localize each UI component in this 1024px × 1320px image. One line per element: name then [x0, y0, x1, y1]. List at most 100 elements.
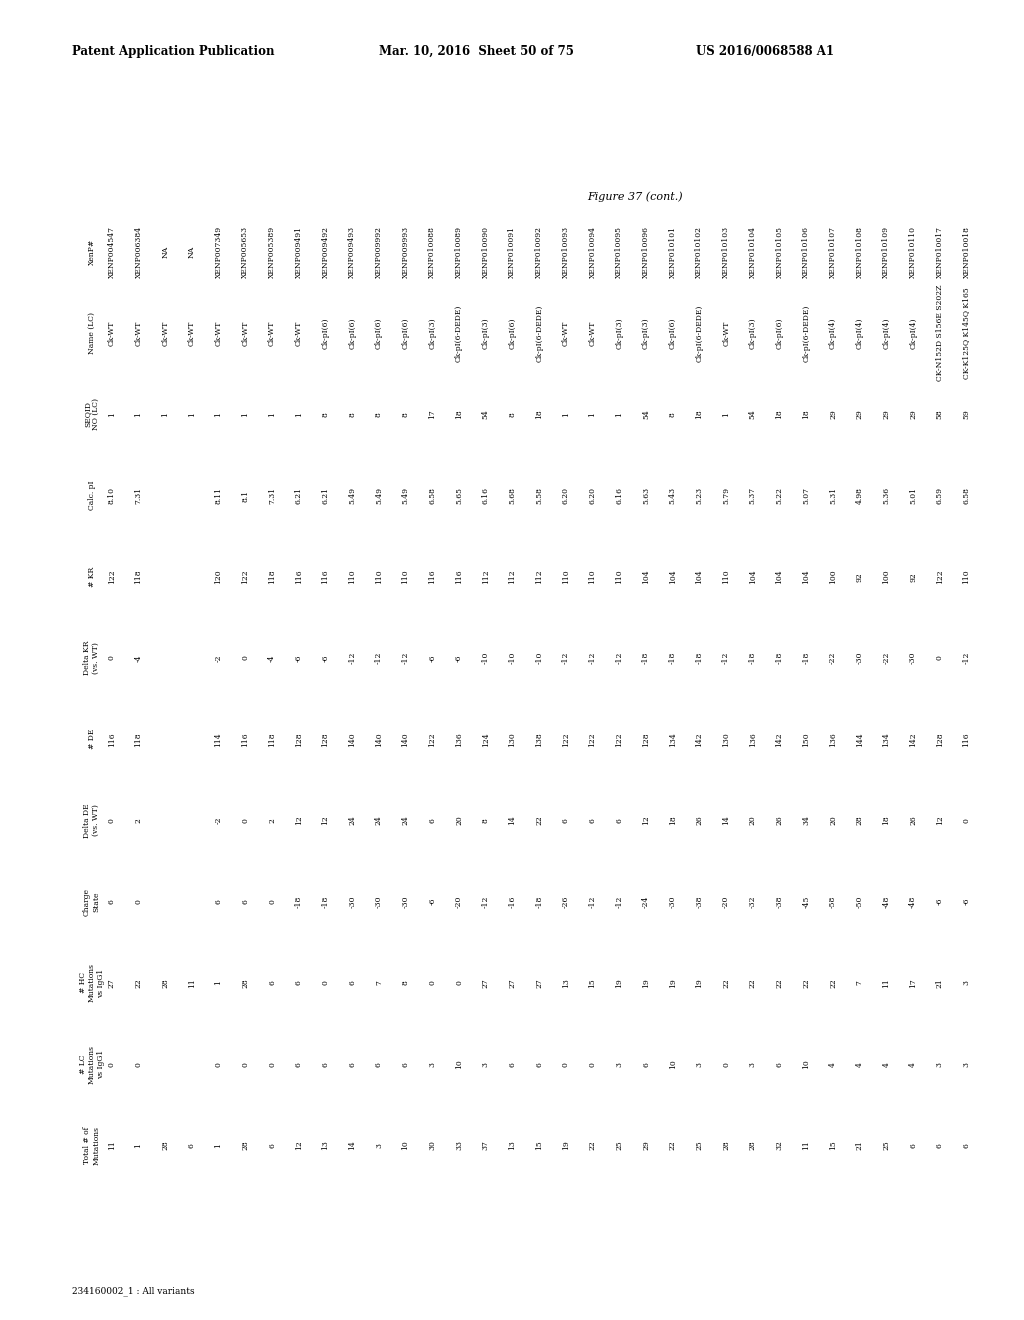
- Text: 130: 130: [509, 731, 516, 747]
- Text: 11: 11: [883, 978, 891, 987]
- Text: 1: 1: [242, 412, 249, 417]
- Text: 5.01: 5.01: [909, 487, 918, 504]
- Text: XENP006384: XENP006384: [134, 226, 142, 279]
- Text: 5.23: 5.23: [695, 487, 703, 504]
- Text: 128: 128: [936, 731, 944, 747]
- Text: 3: 3: [695, 1061, 703, 1067]
- Text: 1: 1: [161, 412, 169, 417]
- Text: -12: -12: [481, 895, 489, 908]
- Text: -12: -12: [589, 895, 597, 908]
- Text: -20: -20: [722, 895, 730, 908]
- Text: Total # of
Mutations: Total # of Mutations: [83, 1126, 100, 1164]
- Text: 8: 8: [669, 412, 677, 417]
- Text: 13: 13: [509, 1140, 516, 1150]
- Text: -18: -18: [669, 652, 677, 664]
- Text: 0: 0: [242, 1061, 249, 1067]
- Text: 110: 110: [401, 569, 410, 583]
- Text: # LC
Mutations
vs IgG1: # LC Mutations vs IgG1: [79, 1044, 104, 1084]
- Text: 5.79: 5.79: [722, 487, 730, 504]
- Text: 8: 8: [348, 412, 356, 417]
- Text: 6: 6: [642, 1061, 650, 1067]
- Text: 20: 20: [829, 816, 837, 825]
- Text: XENP010108: XENP010108: [856, 226, 863, 277]
- Text: 6: 6: [322, 1061, 330, 1067]
- Text: -12: -12: [375, 652, 383, 664]
- Text: 5.63: 5.63: [642, 487, 650, 504]
- Text: 110: 110: [963, 569, 971, 583]
- Text: 122: 122: [242, 569, 249, 583]
- Text: -30: -30: [856, 652, 863, 664]
- Text: -32: -32: [749, 895, 757, 908]
- Text: XenP#: XenP#: [88, 239, 95, 265]
- Text: 22: 22: [802, 978, 810, 987]
- Text: Ck-pI(4): Ck-pI(4): [829, 317, 837, 348]
- Text: -6: -6: [936, 898, 944, 906]
- Text: 14: 14: [348, 1140, 356, 1150]
- Text: Ck-pI(4): Ck-pI(4): [883, 317, 891, 348]
- Text: 104: 104: [669, 569, 677, 583]
- Text: 122: 122: [589, 731, 597, 747]
- Text: 6: 6: [375, 1061, 383, 1067]
- Text: 3: 3: [428, 1061, 436, 1067]
- Text: -18: -18: [749, 652, 757, 664]
- Text: 0: 0: [108, 818, 116, 822]
- Text: 14: 14: [509, 816, 516, 825]
- Text: 0: 0: [963, 818, 971, 822]
- Text: Ck-pI(6-DEDE): Ck-pI(6-DEDE): [455, 305, 463, 362]
- Text: -16: -16: [509, 895, 516, 908]
- Text: Ck-pI(3): Ck-pI(3): [428, 317, 436, 348]
- Text: 110: 110: [589, 569, 597, 583]
- Text: 6: 6: [401, 1061, 410, 1067]
- Text: 10: 10: [401, 1140, 410, 1150]
- Text: 3: 3: [963, 1061, 971, 1067]
- Text: Ck-pI(3): Ck-pI(3): [615, 317, 624, 348]
- Text: 22: 22: [722, 978, 730, 987]
- Text: XENP010094: XENP010094: [589, 226, 597, 277]
- Text: 54: 54: [481, 409, 489, 420]
- Text: Ck-pI(6): Ck-pI(6): [669, 317, 677, 348]
- Text: Ck-pI(6-DEDE): Ck-pI(6-DEDE): [802, 305, 810, 362]
- Text: 0: 0: [108, 1061, 116, 1067]
- Text: 54: 54: [749, 409, 757, 420]
- Text: 22: 22: [775, 978, 783, 987]
- Text: 4: 4: [909, 1061, 918, 1067]
- Text: 1: 1: [295, 412, 303, 417]
- Text: 19: 19: [615, 978, 624, 987]
- Text: XENP009493: XENP009493: [348, 226, 356, 279]
- Text: -58: -58: [829, 895, 837, 908]
- Text: Ck-pI(6): Ck-pI(6): [375, 317, 383, 348]
- Text: 0: 0: [268, 1061, 276, 1067]
- Text: Patent Application Publication: Patent Application Publication: [72, 45, 274, 58]
- Text: 104: 104: [802, 569, 810, 583]
- Text: XENP010018: XENP010018: [963, 226, 971, 277]
- Text: 0: 0: [242, 818, 249, 822]
- Text: 142: 142: [909, 731, 918, 747]
- Text: 5.68: 5.68: [509, 487, 516, 504]
- Text: 15: 15: [536, 1140, 543, 1150]
- Text: 4.98: 4.98: [856, 487, 863, 504]
- Text: 110: 110: [375, 569, 383, 583]
- Text: 4: 4: [883, 1061, 891, 1067]
- Text: 6: 6: [909, 1143, 918, 1148]
- Text: -10: -10: [509, 652, 516, 664]
- Text: 120: 120: [215, 569, 222, 583]
- Text: 122: 122: [936, 569, 944, 583]
- Text: XENP010102: XENP010102: [695, 226, 703, 277]
- Text: 6.21: 6.21: [295, 487, 303, 504]
- Text: 6.16: 6.16: [615, 487, 624, 504]
- Text: 140: 140: [375, 731, 383, 747]
- Text: 3: 3: [963, 981, 971, 986]
- Text: 25: 25: [695, 1140, 703, 1150]
- Text: NA: NA: [187, 246, 196, 257]
- Text: 110: 110: [562, 569, 570, 583]
- Text: -12: -12: [615, 652, 624, 664]
- Text: XENP010093: XENP010093: [562, 226, 570, 279]
- Text: 32: 32: [775, 1140, 783, 1150]
- Text: 19: 19: [562, 1140, 570, 1150]
- Text: 0: 0: [455, 981, 463, 985]
- Text: CK-N152D S156E S202Z: CK-N152D S156E S202Z: [936, 285, 944, 381]
- Text: XENP005389: XENP005389: [268, 226, 276, 279]
- Text: 20: 20: [749, 816, 757, 825]
- Text: 13: 13: [562, 978, 570, 987]
- Text: 18: 18: [536, 409, 543, 420]
